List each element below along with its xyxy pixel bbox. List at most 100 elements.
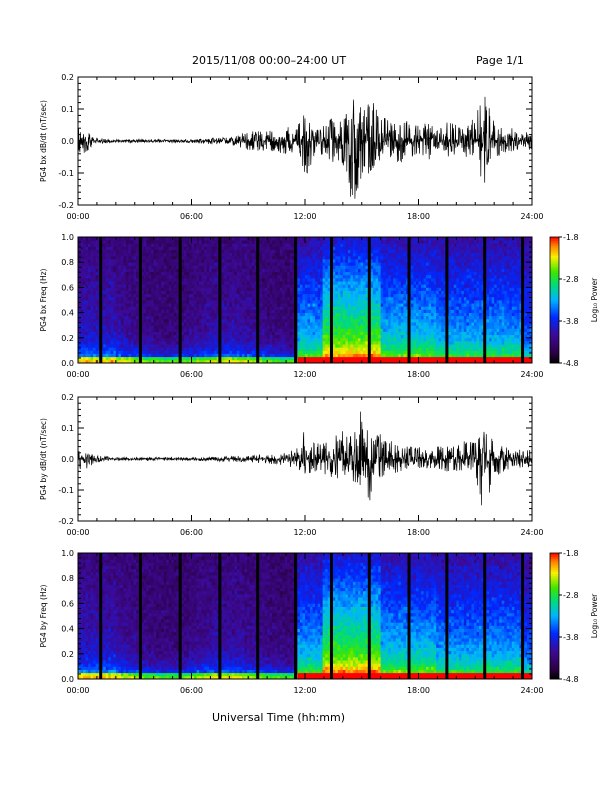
heatmap-cell: [350, 315, 354, 320]
heatmap-cell: [302, 255, 306, 260]
heatmap-cell: [156, 252, 160, 257]
heatmap-cell: [289, 318, 293, 323]
heatmap-cell: [130, 334, 134, 339]
heatmap-cell: [199, 322, 202, 326]
heatmap-cell: [153, 265, 157, 269]
heatmap-cell: [299, 303, 303, 307]
heatmap-cell: [347, 274, 351, 279]
heatmap-cell: [136, 331, 139, 336]
heatmap-cell: [168, 249, 172, 254]
heatmap-cell: [153, 337, 157, 342]
heatmap-cell: [183, 312, 187, 317]
heatmap-cell: [204, 255, 208, 260]
heatmap-cell: [216, 325, 220, 329]
heatmap-cell: [188, 303, 192, 307]
heatmap-cell: [194, 262, 197, 266]
heatmap-cell: [239, 287, 243, 291]
heatmap-cell: [310, 237, 313, 241]
heatmap-cell: [332, 318, 336, 323]
heatmap-cell: [166, 331, 170, 336]
heatmap-cell: [148, 350, 152, 354]
heatmap-cell: [176, 359, 180, 364]
heatmap-cell: [186, 337, 190, 342]
heatmap-cell: [373, 262, 377, 266]
heatmap-cell: [320, 309, 324, 313]
heatmap-cell: [380, 353, 384, 358]
heatmap-cell: [163, 290, 167, 295]
heatmap-cell: [244, 255, 248, 260]
heatmap-cell: [156, 293, 160, 298]
heatmap-cell: [211, 246, 215, 250]
heatmap-cell: [194, 322, 197, 326]
heatmap-cell: [143, 255, 147, 260]
heatmap-cell: [130, 303, 134, 307]
heatmap-cell: [241, 347, 245, 351]
heatmap-cell: [289, 322, 293, 326]
heatmap-cell: [259, 265, 263, 269]
heatmap-cell: [327, 331, 331, 336]
heatmap-cell: [322, 293, 326, 298]
heatmap-cell: [194, 277, 197, 282]
heatmap-cell: [370, 344, 374, 348]
heatmap-cell: [342, 259, 346, 263]
heatmap-cell: [252, 259, 255, 263]
heatmap-cell: [173, 274, 177, 279]
heatmap-cell: [151, 237, 155, 241]
heatmap-cell: [287, 237, 291, 241]
heatmap-cell: [236, 347, 240, 351]
heatmap-cell: [188, 353, 192, 358]
heatmap-cell: [342, 344, 346, 348]
heatmap-cell: [168, 337, 172, 342]
heatmap-cell: [105, 277, 109, 282]
heatmap-cell: [226, 315, 230, 320]
heatmap-cell: [209, 240, 213, 244]
heatmap-cell: [113, 252, 117, 257]
heatmap-cell: [277, 296, 281, 301]
heatmap-cell: [264, 271, 268, 276]
heatmap-cell: [274, 356, 278, 361]
heatmap-cell: [241, 325, 245, 329]
heatmap-cell: [322, 296, 326, 301]
heatmap-cell: [305, 296, 308, 301]
heatmap-cell: [244, 243, 248, 247]
heatmap-cell: [307, 262, 311, 266]
heatmap-cell: [375, 240, 379, 244]
heatmap-cell: [156, 337, 160, 342]
heatmap-cell: [289, 249, 293, 254]
heatmap-cell: [284, 309, 288, 313]
heatmap-cell: [209, 309, 213, 313]
heatmap-cell: [103, 325, 107, 329]
heatmap-cell: [83, 300, 86, 304]
heatmap-cell: [327, 265, 331, 269]
heatmap-cell: [289, 262, 293, 266]
heatmap-cell: [113, 284, 117, 288]
heatmap-cell: [105, 306, 109, 310]
heatmap-cell: [373, 353, 377, 358]
heatmap-cell: [113, 322, 117, 326]
heatmap-cell: [103, 312, 107, 317]
heatmap-cell: [272, 293, 276, 298]
heatmap-cell: [282, 293, 286, 298]
heatmap-cell: [259, 344, 263, 348]
heatmap-cell: [153, 353, 157, 358]
heatmap-cell: [370, 265, 374, 269]
heatmap-cell: [299, 271, 303, 276]
heatmap-cell: [194, 359, 197, 364]
heatmap-cell: [335, 296, 339, 301]
heatmap-cell: [289, 337, 293, 342]
heatmap-cell: [373, 274, 377, 279]
heatmap-cell: [191, 315, 195, 320]
heatmap-cell: [108, 340, 112, 345]
heatmap-cell: [317, 334, 321, 339]
heatmap-cell: [365, 331, 369, 336]
heatmap-cell: [259, 347, 263, 351]
heatmap-cell: [254, 315, 258, 320]
heatmap-cell: [284, 328, 288, 332]
heatmap-cell: [93, 353, 97, 358]
heatmap-cell: [249, 262, 253, 266]
heatmap-cell: [363, 290, 366, 295]
heatmap-cell: [211, 347, 215, 351]
heatmap-cell: [158, 277, 162, 282]
heatmap-cell: [186, 325, 190, 329]
heatmap-cell: [375, 252, 379, 257]
